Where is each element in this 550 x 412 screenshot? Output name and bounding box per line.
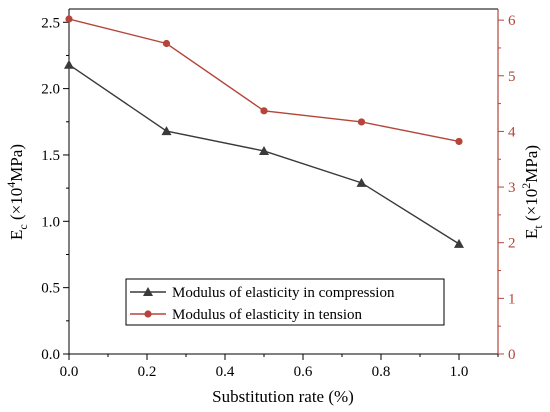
tension-series-line [68,18,460,143]
right-y-title-sup: 2 [519,183,533,189]
compression-data-point [454,238,464,248]
tension-data-point [65,15,73,23]
right-y-axis-title: Et (×102MPa) [519,145,545,239]
right-y-title-sub: t [531,225,545,229]
x-tick-label: 0.6 [294,364,313,380]
compression-data-point [356,177,367,187]
left-y-tick-label: 1.5 [41,148,60,164]
left-y-tick-label: 2.5 [41,15,60,31]
left-y-tick-label: 2.0 [41,82,60,98]
right-y-tick-label: 3 [508,180,516,196]
tension-data-point [357,118,366,126]
compression-data-point [161,126,172,136]
left-y-title-unit: MPa) [7,144,26,182]
x-tick-label: 0.2 [138,364,157,380]
x-tick-label: 1.0 [450,364,469,380]
left-y-tick-label: 1.0 [41,214,60,230]
tension-data-point [162,39,171,48]
tension-data-point [260,107,268,115]
compression-data-point [259,145,269,155]
x-axis-title: Substitution rate (%) [212,387,354,406]
left-y-title-main: E [7,230,26,240]
right-y-tick-label: 5 [508,69,516,85]
legend-label-tension: Modulus of elasticity in tension [172,307,362,323]
left-y-title-sub: c [16,224,30,229]
right-y-axis: 0 1 2 3 4 5 6 [498,13,516,363]
right-y-title-main: E [522,229,541,239]
legend: Modulus of elasticity in compression Mod… [125,278,445,326]
left-y-tick-label: 0.5 [41,281,60,297]
x-tick-label: 0.8 [372,364,391,380]
legend-marker-circle-icon [144,310,152,318]
x-tick-label: 0.0 [60,364,79,380]
left-y-axis: 0.0 0.5 1.0 1.5 2.0 2.5 [41,15,69,363]
compression-data-point [64,59,74,69]
right-y-tick-label: 0 [508,347,516,363]
x-axis: 0.0 0.2 0.4 0.6 0.8 1.0 [60,354,499,380]
legend-marker-triangle-icon [143,287,153,296]
right-y-tick-label: 2 [508,236,516,252]
series-layer [64,15,464,248]
tension-data-point [455,137,463,146]
left-y-tick-label: 0.0 [41,347,60,363]
right-y-title-unit: MPa) [522,145,541,183]
x-tick-label: 0.4 [216,364,235,380]
legend-label-compression: Modulus of elasticity in compression [172,285,395,301]
right-y-title-rest: (×10 [522,189,541,226]
right-y-tick-label: 4 [508,124,516,140]
legend-box [125,278,445,326]
right-y-tick-label: 6 [508,13,516,29]
left-y-title-sup: 4 [4,182,18,188]
left-y-title-rest: (×10 [7,188,26,225]
left-y-axis-title: Ec (×104MPa) [4,144,30,240]
right-y-tick-label: 1 [508,291,516,307]
